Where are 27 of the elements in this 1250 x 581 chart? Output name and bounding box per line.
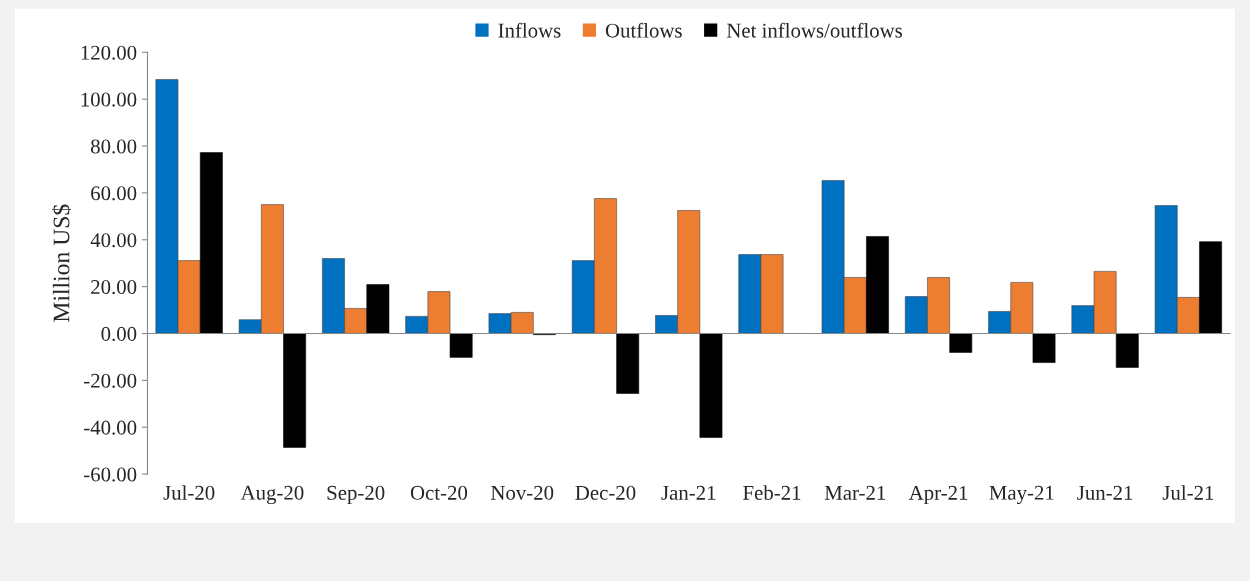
y-tick-label: 20.00 <box>91 280 137 295</box>
x-tick-label: Aug-20 <box>240 485 304 505</box>
x-tick-label: Mar-21 <box>824 485 886 500</box>
x-tick-label: Feb-21 <box>743 485 801 500</box>
x-tick-label: Jul-21 <box>1162 485 1214 500</box>
y-tick-label: 120.00 <box>81 45 137 60</box>
legend-label: Net inflows/outflows <box>726 22 903 38</box>
y-tick-label: 80.00 <box>91 139 137 154</box>
x-tick-label: Dec-20 <box>575 485 636 500</box>
y-axis-title: Million US$ <box>52 204 72 322</box>
y-tick-label: 40.00 <box>90 233 137 248</box>
x-tick-label: Jan-21 <box>661 485 716 500</box>
x-tick-label: May-21 <box>989 485 1054 505</box>
y-tick-label: 100.00 <box>81 92 137 107</box>
y-tick-label: 0.00 <box>101 326 137 342</box>
y-tick-label: -40.00 <box>84 420 137 435</box>
x-tick-label: Jul-20 <box>163 485 215 500</box>
y-tick-label: -20.00 <box>84 373 137 388</box>
legend-label: Inflows <box>498 22 561 38</box>
x-tick-label: Sep-20 <box>327 485 385 505</box>
x-tick-label: Apr-21 <box>908 485 968 505</box>
y-tick-label: 60.00 <box>91 186 137 201</box>
x-tick-label: Jun-21 <box>1077 485 1133 500</box>
legend-label: Outflows <box>605 22 682 38</box>
y-tick-label: -60.00 <box>84 467 137 482</box>
x-tick-label: Nov-20 <box>490 485 554 500</box>
x-tick-label: Oct-20 <box>410 485 468 500</box>
